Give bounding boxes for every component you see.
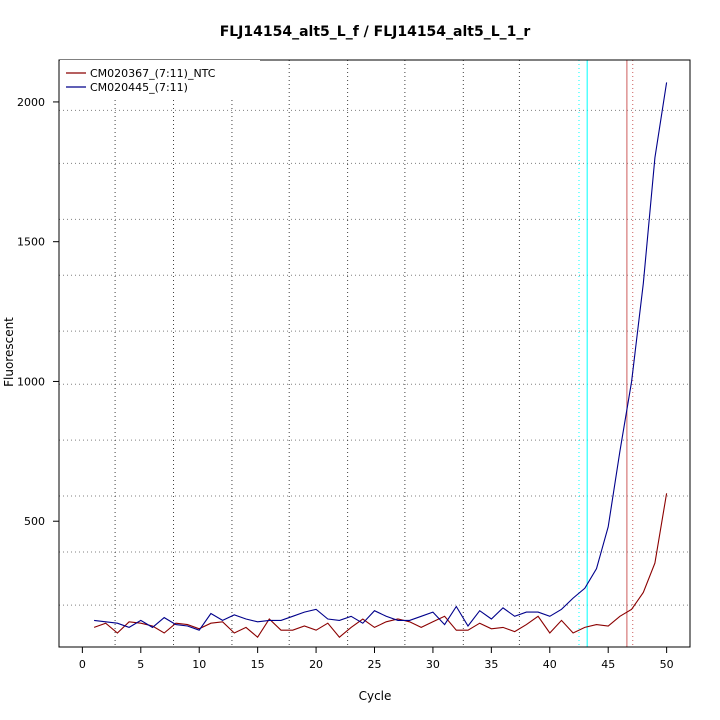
x-tick-label: 5 [137, 658, 144, 671]
series-line-1 [93, 493, 668, 639]
x-tick-label: 15 [251, 658, 265, 671]
x-tick-label: 35 [484, 658, 498, 671]
y-axis-label: Fluorescent [2, 317, 16, 387]
x-tick-label: 20 [309, 658, 323, 671]
x-tick-label: 50 [660, 658, 674, 671]
y-axis: 500 1000 1500 2000 [17, 96, 60, 528]
y-tick-label: 2000 [17, 96, 45, 109]
x-tick-label: 10 [192, 658, 206, 671]
legend-label-2: CM020445_(7:11) [90, 81, 188, 94]
x-tick-label: 0 [79, 658, 86, 671]
series-layer [93, 82, 668, 639]
y-tick-label: 1500 [17, 236, 45, 249]
y-tick-label: 1000 [17, 375, 45, 388]
x-tick-label: 30 [426, 658, 440, 671]
chart-title: FLJ14154_alt5_L_f / FLJ14154_alt5_L_1_r [220, 24, 531, 40]
x-tick-label: 25 [368, 658, 382, 671]
x-tick-label: 45 [601, 658, 615, 671]
y-tick-label: 500 [24, 515, 45, 528]
x-axis-label: Cycle [359, 689, 392, 703]
x-tick-label: 40 [543, 658, 557, 671]
legend-box [60, 60, 260, 100]
legend-label-1: CM020367_(7:11)_NTC [90, 67, 216, 80]
x-axis: 0 5 10 15 20 25 30 35 40 45 50 [79, 646, 674, 671]
series-line-2 [94, 82, 668, 631]
reference-lines [578, 60, 634, 647]
